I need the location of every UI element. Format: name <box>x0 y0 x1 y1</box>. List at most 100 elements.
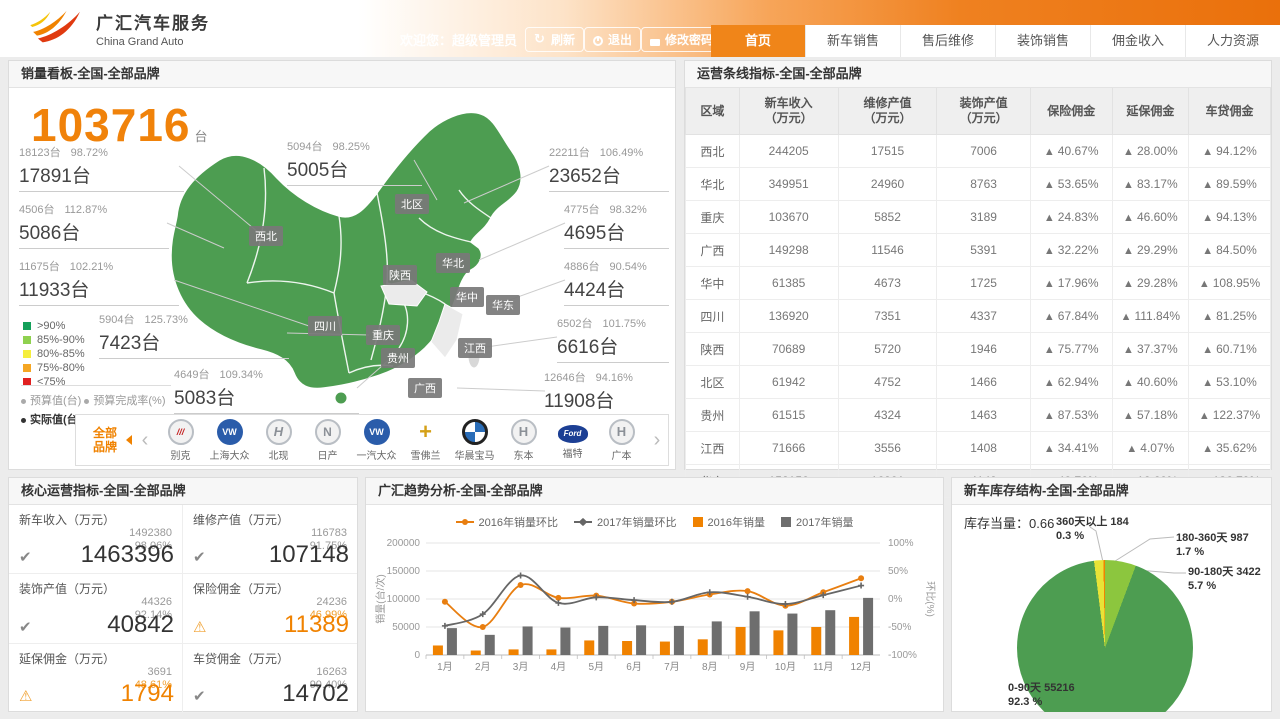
up-arrow-icon: ▲ <box>1123 212 1134 224</box>
commission-value: 122.37% <box>1212 408 1261 422</box>
up-arrow-icon: ▲ <box>1043 245 1055 257</box>
check-icon: ✔ <box>193 549 206 567</box>
brand-item-ford[interactable]: 福特 <box>550 421 596 460</box>
value-cell: 71666 <box>738 431 839 465</box>
commission-cell: ▲ 46.60% <box>1111 200 1190 234</box>
carousel-prev-button[interactable]: ‹ <box>141 428 149 451</box>
legend-range-item: 75%-80% <box>23 361 85 375</box>
sales-dashboard-panel: 销量看板-全国-全部品牌 103716 台 <box>8 60 676 470</box>
swoosh-logo-icon <box>30 10 80 43</box>
stat-rate: 98.32% <box>609 204 647 216</box>
commission-value: 34.41% <box>1057 441 1099 455</box>
stat-budget-rate: 6502台 101.75% <box>557 315 669 331</box>
region-cell: 陕西 <box>685 332 740 366</box>
stat-budget: 18123台 <box>19 147 61 159</box>
commission-value: 24.83% <box>1057 210 1099 224</box>
commission-value: 89.59% <box>1216 177 1257 191</box>
stat-budget: 11675台 <box>19 261 60 273</box>
map-region-label: 华北 <box>436 253 470 273</box>
svg-text:11月: 11月 <box>813 661 833 673</box>
commission-cell: ▲ 111.84% <box>1111 299 1190 333</box>
stat-budget-rate: 11675台 102.21% <box>19 258 179 274</box>
brand-item-honda[interactable]: 东本 <box>501 418 547 462</box>
svg-text:-100%: -100% <box>888 650 917 661</box>
table-row: 北区 61942 4752 1466 ▲ 62.94% ▲ 40.60% ▲ 53.10% <box>685 365 1271 399</box>
tab-装饰销售[interactable]: 装饰销售 <box>995 25 1090 57</box>
check-icon: ✔ <box>19 549 32 567</box>
header-button-refresh[interactable]: 刷新 <box>525 27 585 52</box>
header-button-lock[interactable]: 修改密码 <box>641 27 723 52</box>
header-button-label: 修改密码 <box>665 33 714 47</box>
commission-cell: ▲ 122.37% <box>1188 398 1271 432</box>
up-arrow-icon: ▲ <box>1202 311 1214 323</box>
brand-item-buick[interactable]: 别克 <box>158 418 204 462</box>
header-button-power[interactable]: 退出 <box>584 27 642 52</box>
commission-value: 37.37% <box>1136 342 1178 356</box>
legend-label: 2016年销量环比 <box>478 517 559 529</box>
tab-新车销售[interactable]: 新车销售 <box>805 25 900 57</box>
tab-首页[interactable]: 首页 <box>711 25 805 57</box>
region-cell: 华中 <box>685 266 740 300</box>
svg-text:3月: 3月 <box>513 661 529 673</box>
column-header: 区域 <box>685 88 740 135</box>
kpi-rate: 91.75% <box>309 540 347 552</box>
legend-range-label: 75%-80% <box>37 362 85 374</box>
kpi-card: 装饰产值（万元） 44326 92.14% ✔ 40842 <box>9 574 183 644</box>
up-arrow-icon: ▲ <box>1123 245 1134 257</box>
commission-cell: ▲ 4.07% <box>1111 431 1190 465</box>
brand-item-honda[interactable]: 广本 <box>599 418 645 462</box>
brand-item-vw[interactable]: 上海大众 <box>207 418 253 462</box>
region-cell: 江西 <box>685 431 740 465</box>
value-cell: 1946 <box>936 332 1031 366</box>
up-arrow-icon: ▲ <box>1043 179 1055 191</box>
stat-budget: 6502台 <box>557 318 593 330</box>
kpi-title: 装饰产值（万元） <box>19 582 116 597</box>
commission-cell: ▲ 35.62% <box>1188 431 1271 465</box>
carousel-next-button[interactable]: › <box>653 428 661 451</box>
tab-售后维修[interactable]: 售后维修 <box>900 25 995 57</box>
commission-cell: ▲ 28.00% <box>1111 134 1190 168</box>
tab-佣金收入[interactable]: 佣金收入 <box>1090 25 1185 57</box>
value-cell: 3556 <box>837 431 938 465</box>
column-header-sub: （万元） <box>959 111 1008 125</box>
brand-item-hyundai[interactable]: 北现 <box>256 418 302 462</box>
column-header: 延保佣金 <box>1111 88 1190 135</box>
kpi-actual: 1463396 <box>80 541 174 569</box>
column-header: 新车收入 （万元） <box>738 88 839 135</box>
svg-text:100000: 100000 <box>387 594 421 605</box>
column-header: 维修产值 （万元） <box>837 88 938 135</box>
kpi-budget: 24236 <box>316 596 347 609</box>
legend-range-label: >90% <box>37 320 66 332</box>
power-icon <box>593 35 604 46</box>
stat-rate: 90.54% <box>609 261 647 273</box>
legend-budget-label: 预算值(台) <box>30 395 82 407</box>
welcome-bar: 欢迎您：超级管理员 刷新 退出 修改密码 <box>400 27 723 52</box>
up-arrow-icon: ▲ <box>1202 377 1214 389</box>
pie-slice-label: 0-90天 55216 92.3 % <box>1008 681 1075 709</box>
value-cell: 61385 <box>738 266 839 300</box>
brand-item-chevy[interactable]: 雪佛兰 <box>403 418 449 462</box>
commission-cell: ▲ 40.67% <box>1029 134 1113 168</box>
stat-rate: 98.25% <box>332 141 370 153</box>
commission-cell: ▲ 32.22% <box>1029 233 1113 267</box>
svg-text:150000: 150000 <box>387 566 421 577</box>
commission-cell: ▲ 40.60% <box>1111 365 1190 399</box>
brand-item-bmw[interactable]: 华晨宝马 <box>452 418 498 462</box>
stat-budget: 12646台 <box>544 372 586 384</box>
pie-label-pct: 0.3 % <box>1056 530 1085 542</box>
value-cell: 244205 <box>738 134 839 168</box>
all-brands-button[interactable]: 全部 品牌 <box>76 426 134 454</box>
column-header: 车贷佣金 <box>1188 88 1271 135</box>
commission-value: 40.60% <box>1136 375 1178 389</box>
commission-value: 29.29% <box>1136 243 1178 257</box>
tab-人力资源[interactable]: 人力资源 <box>1185 25 1280 57</box>
commission-cell: ▲ 87.53% <box>1029 398 1113 432</box>
brand-logo-ford-icon <box>557 424 588 443</box>
commission-cell: ▲ 53.10% <box>1188 365 1271 399</box>
brand-item-nissan[interactable]: 日产 <box>305 418 351 462</box>
kpi-rate: 98.06% <box>134 540 172 552</box>
brand-name: 日产 <box>317 450 338 462</box>
brand-item-vw[interactable]: 一汽大众 <box>354 418 400 462</box>
up-arrow-icon: ▲ <box>1123 410 1134 422</box>
commission-value: 111.84% <box>1134 309 1181 323</box>
